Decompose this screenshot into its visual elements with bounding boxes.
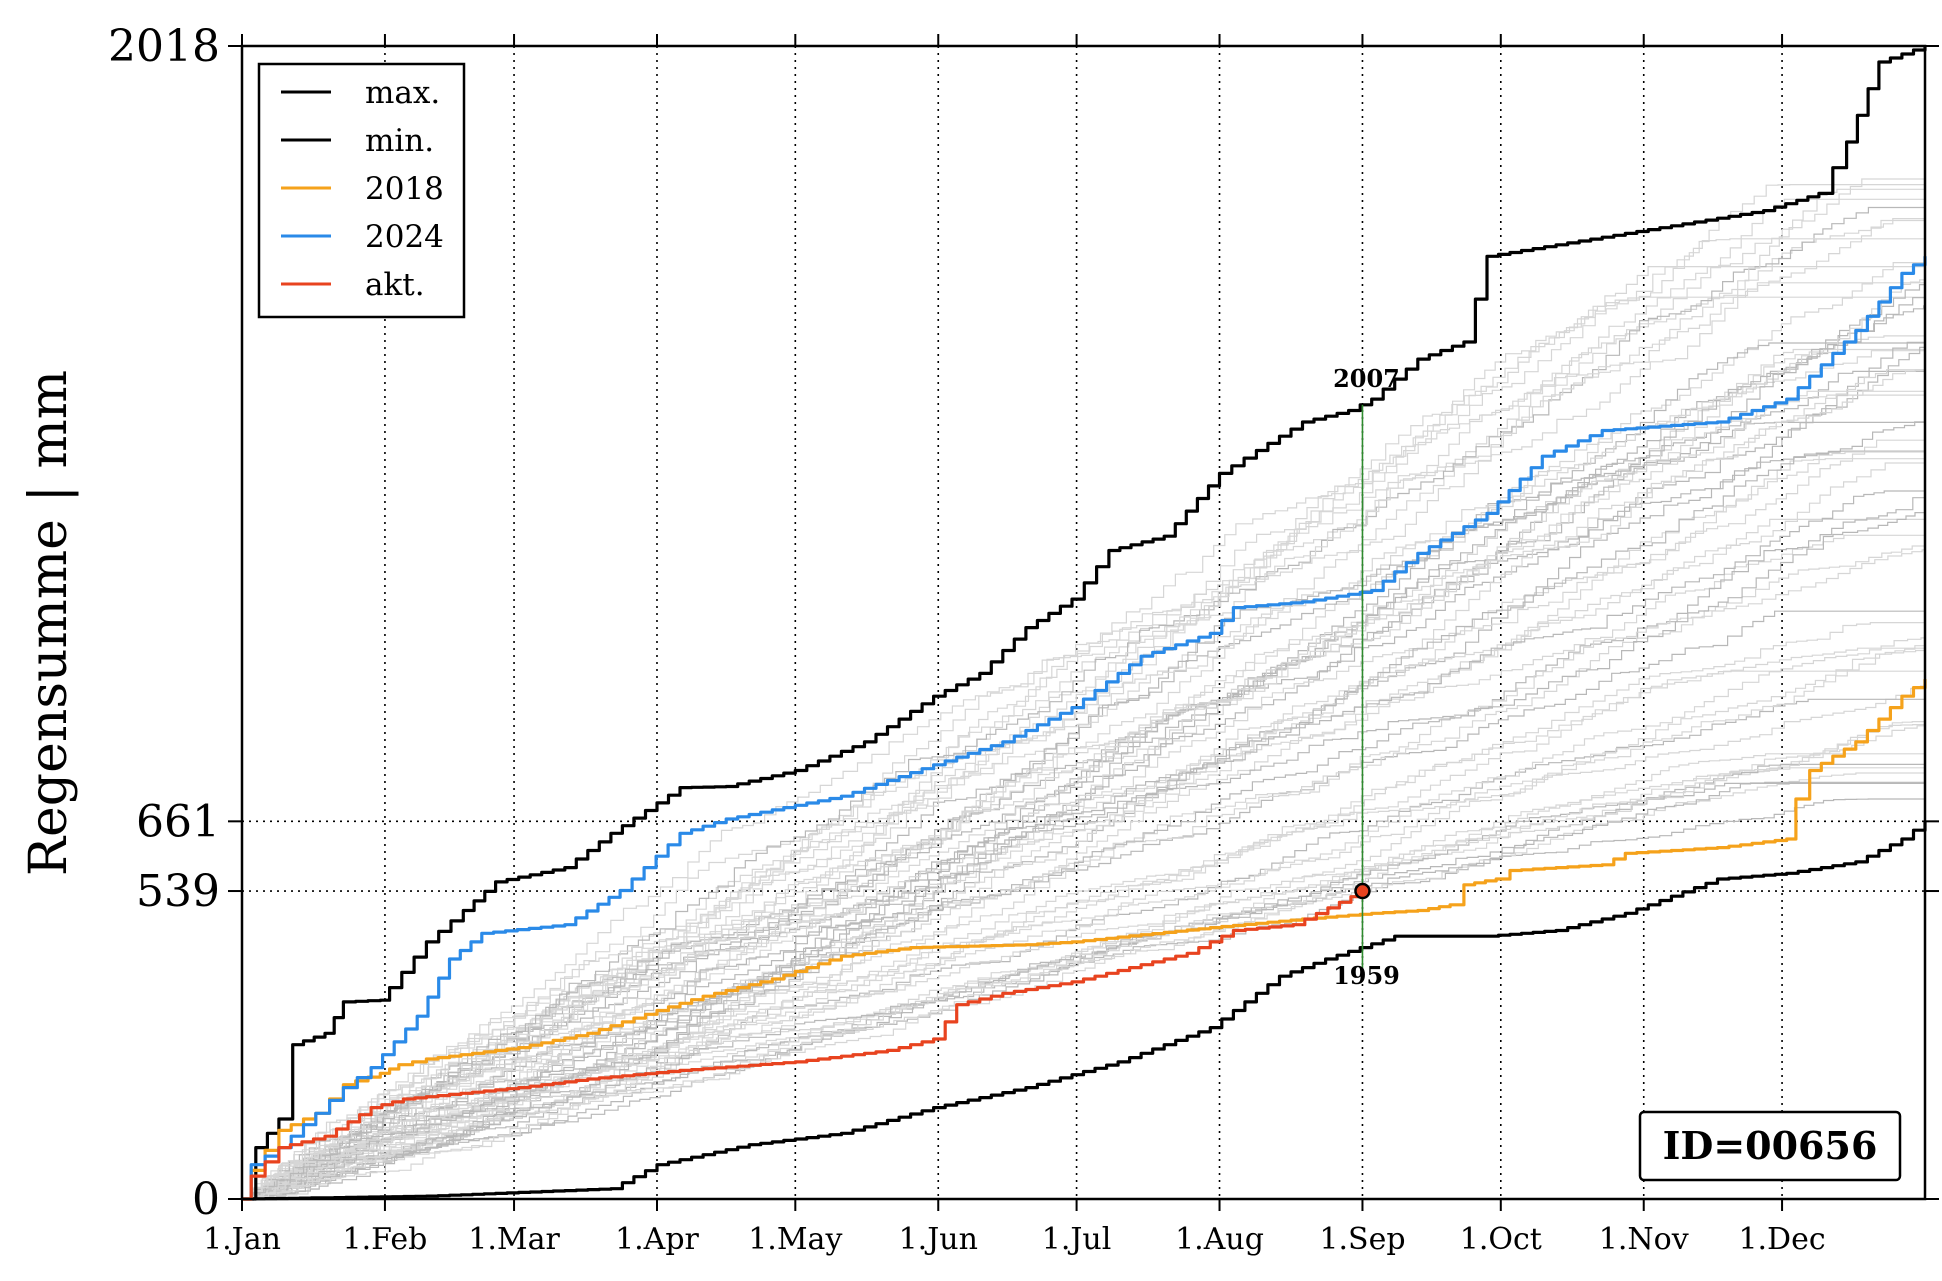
historical-year-line [242,462,1925,1200]
x-tick-label: 1.Sep [1319,1222,1405,1257]
historical-year-line [242,753,1925,1200]
historical-year-line [242,439,1925,1200]
series-line-2018 [242,679,1927,1201]
historical-year-line [242,548,1926,1200]
historical-year-line [242,344,1926,1200]
series-line-2024 [242,256,1927,1201]
historical-year-line [242,451,1925,1200]
x-tick-label: 1.Nov [1599,1222,1689,1257]
historical-year-line [242,341,1925,1200]
historical-year-line [242,218,1925,1200]
historical-year-line [242,636,1926,1200]
historical-year-line [242,534,1925,1200]
historical-year-line [242,698,1925,1200]
x-tick-label: 1.Dec [1738,1222,1825,1257]
current-day-marker [1354,404,1371,977]
y-tick-label: 2018 [108,21,220,72]
annotations: 2007 1959 [1333,364,1400,990]
x-tick-label: 1.Mar [468,1222,560,1257]
historical-year-line [242,798,1925,1200]
historical-year-line [242,458,1925,1200]
historical-year-line [242,390,1925,1200]
historical-year-line [242,184,1925,1200]
series-lines [242,46,1927,1201]
historical-year-line [242,394,1925,1200]
plot-frame [240,44,1927,1201]
current-value-point [1354,882,1371,900]
historical-year-line [242,647,1925,1200]
historical-year-line [242,219,1925,1200]
historical-year-line [242,279,1926,1200]
legend-label: 2018 [365,171,444,207]
historical-year-line [242,305,1925,1200]
historical-year-line [242,763,1925,1200]
historical-year-lines [242,178,1926,1200]
series-line-min [242,821,1927,1201]
historical-year-line [242,721,1925,1200]
x-tick-label: 1.Feb [343,1222,428,1257]
historical-year-line [242,450,1925,1200]
x-tick-label: 1.Oct [1460,1222,1542,1257]
historical-year-line [242,206,1925,1200]
y-tick-label: 539 [136,866,220,917]
year-annotation: 2007 [1333,364,1400,393]
historical-year-line [242,178,1925,1200]
historical-year-line [242,683,1926,1200]
historical-year-line [242,670,1925,1200]
y-tick-label: 661 [136,796,220,847]
legend-label: akt. [365,267,425,303]
station-id-text: ID=00656 [1663,1123,1878,1168]
historical-year-line [242,282,1925,1200]
historical-year-line [242,335,1925,1200]
historical-year-line [242,368,1926,1200]
year-annotation: 1959 [1333,961,1400,990]
historical-year-line [242,238,1925,1200]
x-tick-label: 1.Apr [615,1222,699,1257]
historical-year-line [242,512,1925,1200]
x-tick-label: 1.Aug [1175,1222,1264,1257]
legend-label: max. [365,75,440,111]
series-line-akt [242,891,1365,1201]
x-tick-label: 1.Jun [899,1222,978,1257]
historical-year-line [242,725,1925,1200]
x-tick-label: 1.Jan [203,1222,281,1257]
x-tick-label: 1.Jul [1042,1222,1112,1257]
historical-year-line [242,198,1925,1200]
station-id-box: ID=00656 [1638,1110,1902,1182]
historical-year-line [242,642,1926,1200]
x-tick-label: 1.May [748,1222,842,1257]
station-id-frame [1638,1110,1902,1182]
historical-year-line [242,286,1926,1200]
legend-box [257,62,466,319]
axis-ticks: 0 539 661 2018 1.Jan 1.Feb 1.Mar 1.Apr 1.May 1.Ju… [108,21,1939,1257]
y-tick-label: 0 [192,1174,220,1225]
legend: max. min. 2018 2024 akt. [257,62,466,319]
grid-lines [242,46,1925,1199]
legend-label: 2024 [365,219,444,255]
historical-year-line [242,266,1925,1200]
legend-label: min. [365,123,434,159]
y-axis-label: Regensumme | mm [19,370,79,876]
series-line-max [242,46,1927,1201]
historical-year-line [242,490,1925,1200]
